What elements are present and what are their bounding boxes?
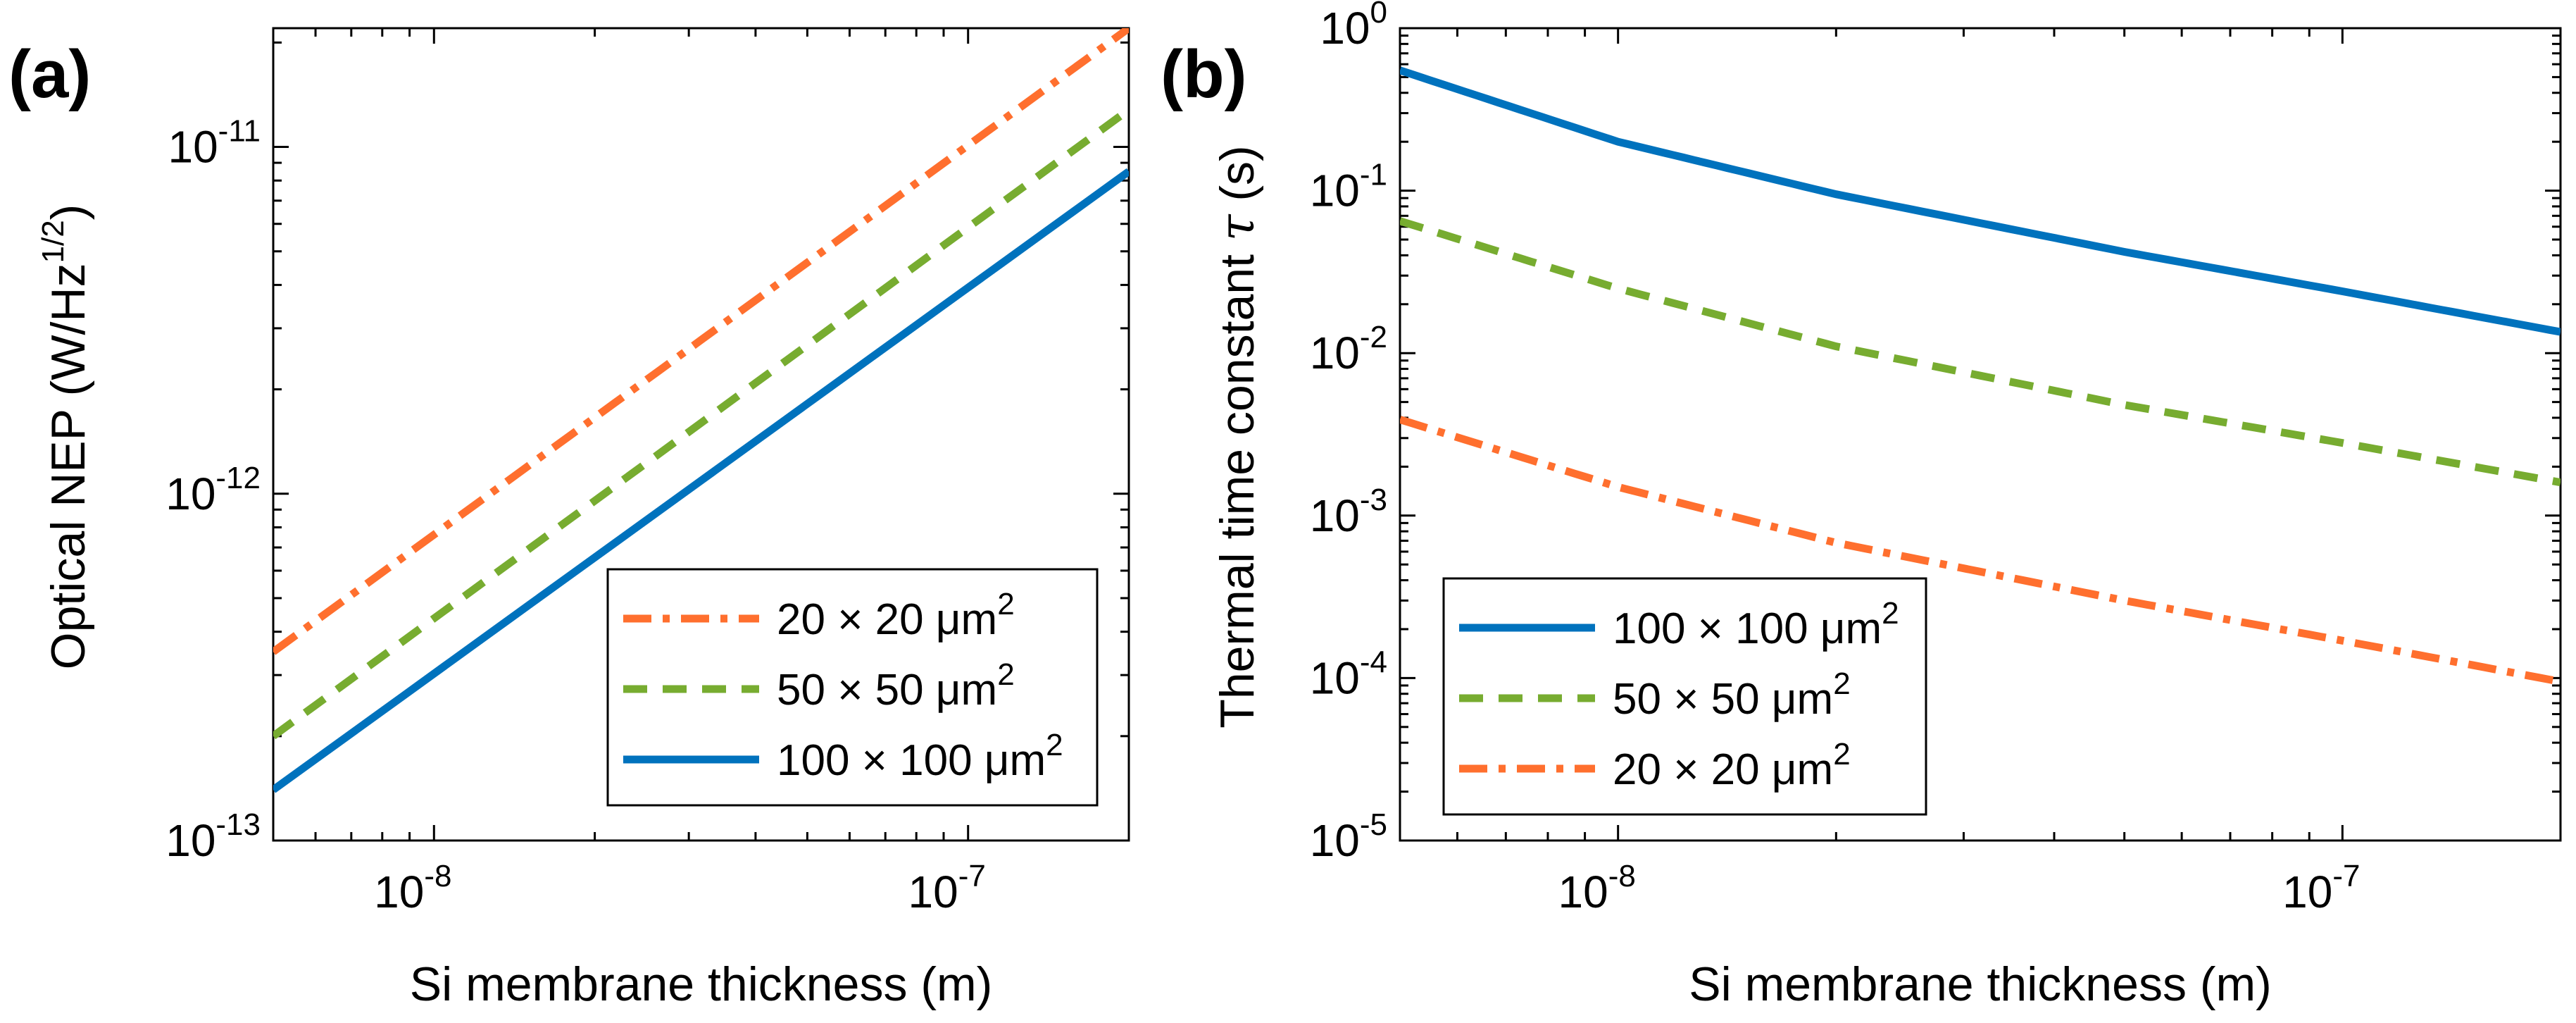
y-tick-label: 10-13 [165, 807, 261, 866]
legend-label-0: 100 × 100 μm2 [1613, 596, 1899, 653]
legend-label-main: 20 × 20 μm [777, 595, 997, 644]
y-tick-label: 10-2 [1310, 320, 1387, 378]
y-tick-base: 10 [1310, 652, 1360, 703]
x-tick-exponent: -7 [2332, 859, 2360, 893]
legend-label-sup: 2 [997, 587, 1014, 621]
legend-label-2: 100 × 100 μm2 [777, 728, 1063, 785]
series-line-0 [1400, 66, 2561, 336]
y-tick-base: 10 [1310, 166, 1360, 216]
legend-label-main: 20 × 20 μm [1613, 745, 1833, 794]
x-tick-exponent: -8 [1608, 859, 1636, 893]
x-axis-label: Si membrane thickness (m) [1689, 957, 2272, 1011]
legend-label-sup: 2 [1882, 596, 1899, 631]
y-tick-base: 10 [1310, 490, 1360, 541]
y-tick-exponent: -4 [1360, 645, 1387, 679]
x-tick-label: 10-8 [1558, 859, 1636, 917]
y-tick-label: 10-4 [1310, 645, 1387, 703]
y-tick-exponent: 0 [1370, 0, 1387, 30]
y-tick-exponent: -13 [215, 807, 261, 842]
plot-frame [272, 27, 1130, 842]
legend-label-sup: 2 [1833, 666, 1850, 701]
y-tick-exponent: -11 [218, 114, 261, 149]
x-tick-label: 10-7 [908, 859, 986, 917]
y-tick-base: 10 [165, 815, 215, 866]
y-tick-exponent: -12 [215, 461, 261, 495]
legend-label-1: 50 × 50 μm2 [777, 657, 1015, 714]
series-line-1 [273, 106, 1129, 740]
legend-label-0: 20 × 20 μm2 [777, 587, 1015, 644]
y-axis-label-symbol: τ [1210, 213, 1265, 241]
y-tick-base: 10 [1320, 3, 1370, 54]
y-tick-base: 10 [165, 469, 215, 519]
y-tick-exponent: -5 [1360, 807, 1387, 842]
y-axis-label: Thermal time constant τ (s) [1210, 145, 1265, 728]
y-tick-exponent: -2 [1360, 320, 1387, 354]
x-tick-exponent: -7 [958, 859, 986, 893]
legend-box [1442, 577, 1927, 816]
x-tick-label: 10-8 [374, 859, 451, 917]
panel-label: (a) [8, 37, 91, 112]
y-tick-label: 10-3 [1310, 483, 1387, 541]
series-line-0 [273, 28, 1129, 655]
plot-frame [1399, 27, 2562, 842]
x-tick-base: 10 [374, 867, 424, 917]
x-tick-base: 10 [908, 867, 958, 917]
y-axis-label: Optical NEP (W/Hz1/2) [36, 204, 95, 670]
y-tick-label: 10-11 [168, 114, 261, 173]
legend-label-main: 100 × 100 μm [1613, 604, 1882, 653]
legend-label-sup: 2 [1833, 737, 1850, 771]
y-axis-label-end: (s) [1211, 145, 1264, 214]
y-axis-label-sup: 1/2 [36, 220, 70, 263]
legend-label-main: 100 × 100 μm [777, 736, 1046, 785]
x-tick-base: 10 [2282, 867, 2332, 917]
panel-label: (b) [1161, 37, 1247, 112]
y-tick-exponent: -3 [1360, 483, 1387, 517]
x-tick-exponent: -8 [424, 859, 451, 893]
y-tick-label: 10-1 [1310, 158, 1387, 216]
y-axis-label-main: Optical NEP (W/Hz [42, 263, 95, 669]
y-tick-label: 100 [1320, 0, 1387, 54]
legend-label-2: 20 × 20 μm2 [1613, 737, 1851, 794]
legend-label-main: 50 × 50 μm [1613, 675, 1833, 724]
legend-label-1: 50 × 50 μm2 [1613, 666, 1851, 724]
x-tick-label: 10-7 [2282, 859, 2360, 917]
legend-box [606, 568, 1099, 807]
series-line-1 [1400, 217, 2561, 487]
y-tick-exponent: -1 [1360, 158, 1387, 192]
legend-label-main: 50 × 50 μm [777, 666, 997, 714]
legend-label-sup: 2 [997, 657, 1014, 692]
y-axis-label-end: ) [42, 204, 95, 221]
y-tick-base: 10 [168, 122, 218, 173]
x-axis-label: Si membrane thickness (m) [410, 957, 993, 1011]
x-tick-base: 10 [1558, 867, 1608, 917]
legend-label-sup: 2 [1046, 728, 1063, 762]
y-tick-label: 10-5 [1310, 807, 1387, 866]
series-line-2 [273, 168, 1129, 793]
y-tick-base: 10 [1310, 328, 1360, 378]
y-axis-label-main: Thermal time constant [1211, 241, 1264, 728]
y-tick-base: 10 [1310, 815, 1360, 866]
y-tick-label: 10-12 [165, 461, 261, 519]
series-line-2 [1400, 416, 2561, 686]
